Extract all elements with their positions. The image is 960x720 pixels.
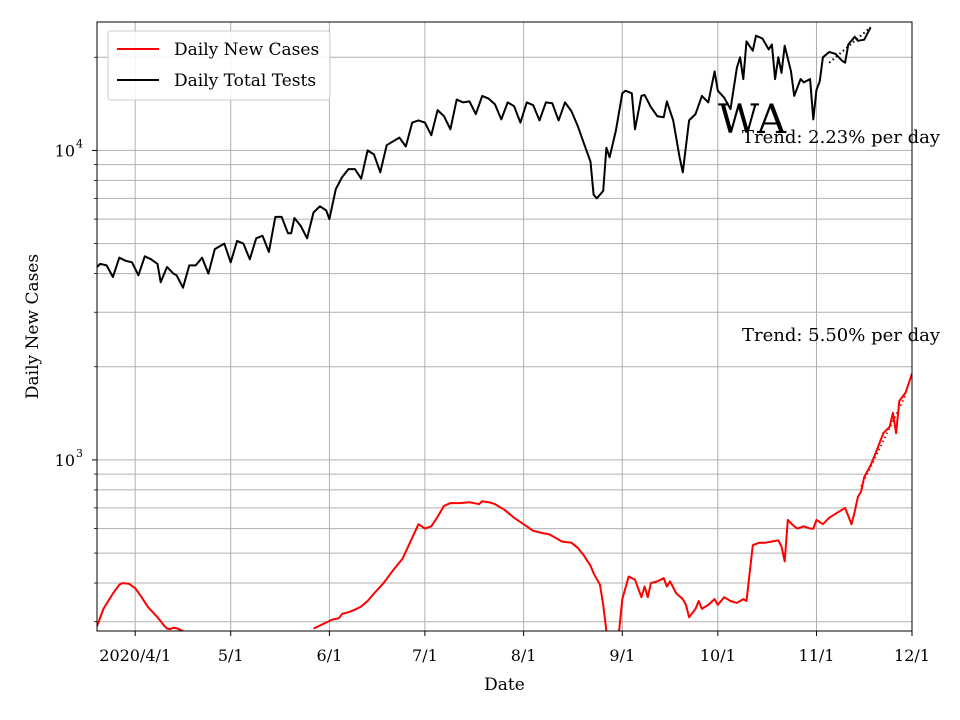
legend-label-cases: Daily New Cases	[174, 40, 319, 60]
x-tick-label: 2020/4/1	[99, 646, 171, 665]
x-tick-label: 10/1	[700, 646, 736, 665]
y-tick-label: 10	[55, 451, 75, 470]
x-tick-label: 12/1	[894, 646, 930, 665]
series-line-cases	[97, 373, 912, 631]
plot-frame	[96, 21, 913, 632]
legend: Daily New Cases Daily Total Tests	[107, 30, 331, 101]
x-tick-label: 7/1	[412, 646, 438, 665]
series-line-tests	[97, 26, 872, 289]
chart-title: WA	[718, 97, 787, 143]
grid	[97, 22, 913, 631]
trend-line	[860, 394, 907, 488]
x-tick-label: 6/1	[317, 646, 343, 665]
trend-annotation-cases: Trend: 5.50% per day	[742, 325, 941, 346]
y-tick-label: 10	[55, 141, 75, 160]
y-tick-exponent: 3	[76, 447, 83, 460]
x-tick-label: 11/1	[799, 646, 835, 665]
trend-line	[828, 26, 872, 64]
y-tick-exponent: 4	[76, 137, 83, 150]
legend-box	[107, 30, 331, 101]
x-tick-label: 9/1	[609, 646, 635, 665]
x-tick-label: 5/1	[218, 646, 244, 665]
series-layer	[97, 26, 912, 631]
legend-label-tests: Daily Total Tests	[174, 71, 316, 91]
x-tick-label: 8/1	[511, 646, 537, 665]
x-axis-label: Date	[484, 675, 525, 695]
trend-annotation-tests: Trend: 2.23% per day	[742, 127, 941, 148]
y-axis-label: Daily New Cases	[23, 254, 43, 399]
